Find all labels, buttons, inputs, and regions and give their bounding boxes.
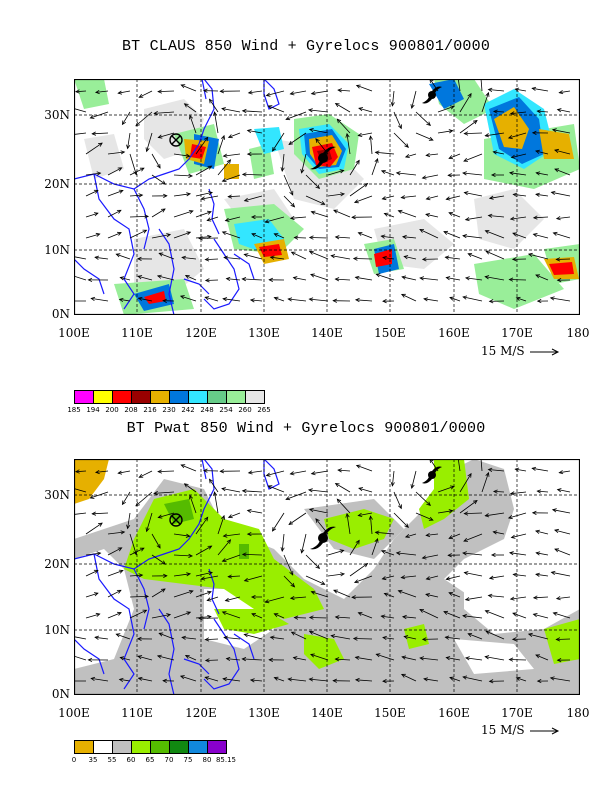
panel1-reference-vector: 15 M/S (481, 344, 562, 358)
panel2-xtick-100e: 100E (58, 706, 90, 720)
colorbar-label: 242 (181, 406, 195, 414)
panel2-xtick-120e: 120E (185, 706, 217, 720)
panel2-wind-vectors (74, 459, 571, 684)
panel1-grid (74, 79, 580, 315)
panel2-typhoon-symbol (310, 526, 336, 550)
colorbar-swatch (131, 390, 151, 404)
colorbar-label: 35 (88, 756, 98, 764)
colorbar-swatch (245, 390, 265, 404)
colorbar-label: 85.15 (215, 756, 237, 764)
colorbar-swatch (112, 390, 132, 404)
panel1-ytick-0n: 0N (51, 307, 70, 321)
panel1-xtick-120e: 120E (185, 326, 217, 340)
panel2-ytick-0n: 0N (51, 687, 70, 701)
colorbar-label: 200 (105, 406, 119, 414)
colorbar-swatch (226, 390, 246, 404)
colorbar-label: 254 (219, 406, 233, 414)
panel2-pwat-white (74, 549, 580, 674)
panel1-typhoon-symbol (310, 146, 336, 170)
colorbar-label: 265 (257, 406, 271, 414)
panel2-reference-vector: 15 M/S (481, 723, 562, 737)
panel2-xtick-150e: 150E (374, 706, 406, 720)
colorbar-label: 216 (143, 406, 157, 414)
colorbar-swatch (150, 740, 170, 754)
colorbar-label: 60 (126, 756, 136, 764)
panel1-title: BT CLAUS 850 Wind + Gyrelocs 900801/0000 (121, 38, 491, 55)
panel1-xtick-140e: 140E (311, 326, 343, 340)
panel2-xtick-180: 180 (566, 706, 590, 720)
panel2-pwat-orange (74, 459, 109, 504)
colorbar-label: 185 (67, 406, 81, 414)
colorbar-label: 0 (71, 756, 77, 764)
colorbar-swatch (150, 390, 170, 404)
colorbar-label: 260 (238, 406, 252, 414)
colorbar-swatch (188, 740, 208, 754)
panel2-ytick-30n: 30N (44, 488, 70, 502)
colorbar-swatch (188, 390, 208, 404)
panel2-map (74, 459, 580, 695)
panel2-reference-vector-label: 15 M/S (481, 723, 525, 737)
colorbar-swatch (207, 390, 227, 404)
panel2-xtick-130e: 130E (248, 706, 280, 720)
colorbar-swatch (207, 740, 227, 754)
panel2-ytick-10n: 10N (44, 623, 70, 637)
panel2-title: BT Pwat 850 Wind + Gyrelocs 900801/0000 (126, 420, 486, 437)
colorbar-label: 230 (162, 406, 176, 414)
colorbar-swatch (93, 390, 113, 404)
colorbar-label: 208 (124, 406, 138, 414)
panel2-xtick-160e: 160E (438, 706, 470, 720)
panel1-wind-vectors (74, 79, 571, 304)
panel1-xtick-150e: 150E (374, 326, 406, 340)
panel2-xtick-140e: 140E (311, 706, 343, 720)
panel1-map (74, 79, 580, 315)
panel2-xtick-170e: 170E (501, 706, 533, 720)
colorbar-swatch (112, 740, 132, 754)
colorbar-label: 194 (86, 406, 100, 414)
panel2-pwat-darkgreen (164, 499, 249, 559)
panel1-ytick-20n: 20N (44, 177, 70, 191)
colorbar-swatch (93, 740, 113, 754)
panel2-gyre-marker (169, 513, 183, 527)
colorbar-swatch (169, 740, 189, 754)
panel1-ytick-10n: 10N (44, 243, 70, 257)
colorbar-swatch (74, 390, 94, 404)
panel1-typhoon-symbol-2 (422, 86, 442, 104)
colorbar-swatch (131, 740, 151, 754)
colorbar-label: 80 (202, 756, 212, 764)
colorbar-swatch (74, 740, 94, 754)
arrow-right-icon (530, 348, 560, 355)
colorbar-swatch (169, 390, 189, 404)
panel1-xtick-110e: 110E (121, 326, 153, 340)
panel2-xtick-110e: 110E (121, 706, 153, 720)
panel1-xtick-180: 180 (566, 326, 590, 340)
panel1-xtick-170e: 170E (501, 326, 533, 340)
panel2-typhoon-symbol-2 (422, 466, 442, 484)
panel1-colorbar (74, 390, 265, 404)
panel1-gyre-marker (169, 133, 183, 147)
panel1-xtick-160e: 160E (438, 326, 470, 340)
panel1-ytick-30n: 30N (44, 108, 70, 122)
colorbar-label: 248 (200, 406, 214, 414)
colorbar-label: 70 (164, 756, 174, 764)
panel1-reference-vector-label: 15 M/S (481, 344, 525, 358)
colorbar-label: 65 (145, 756, 155, 764)
panel2-ytick-20n: 20N (44, 557, 70, 571)
arrow-right-icon (530, 727, 560, 734)
panel2-colorbar (74, 740, 227, 754)
panel2-grid (74, 459, 580, 695)
panel1-xtick-130e: 130E (248, 326, 280, 340)
panel1-xtick-100e: 100E (58, 326, 90, 340)
colorbar-label: 75 (183, 756, 193, 764)
colorbar-label: 55 (107, 756, 117, 764)
